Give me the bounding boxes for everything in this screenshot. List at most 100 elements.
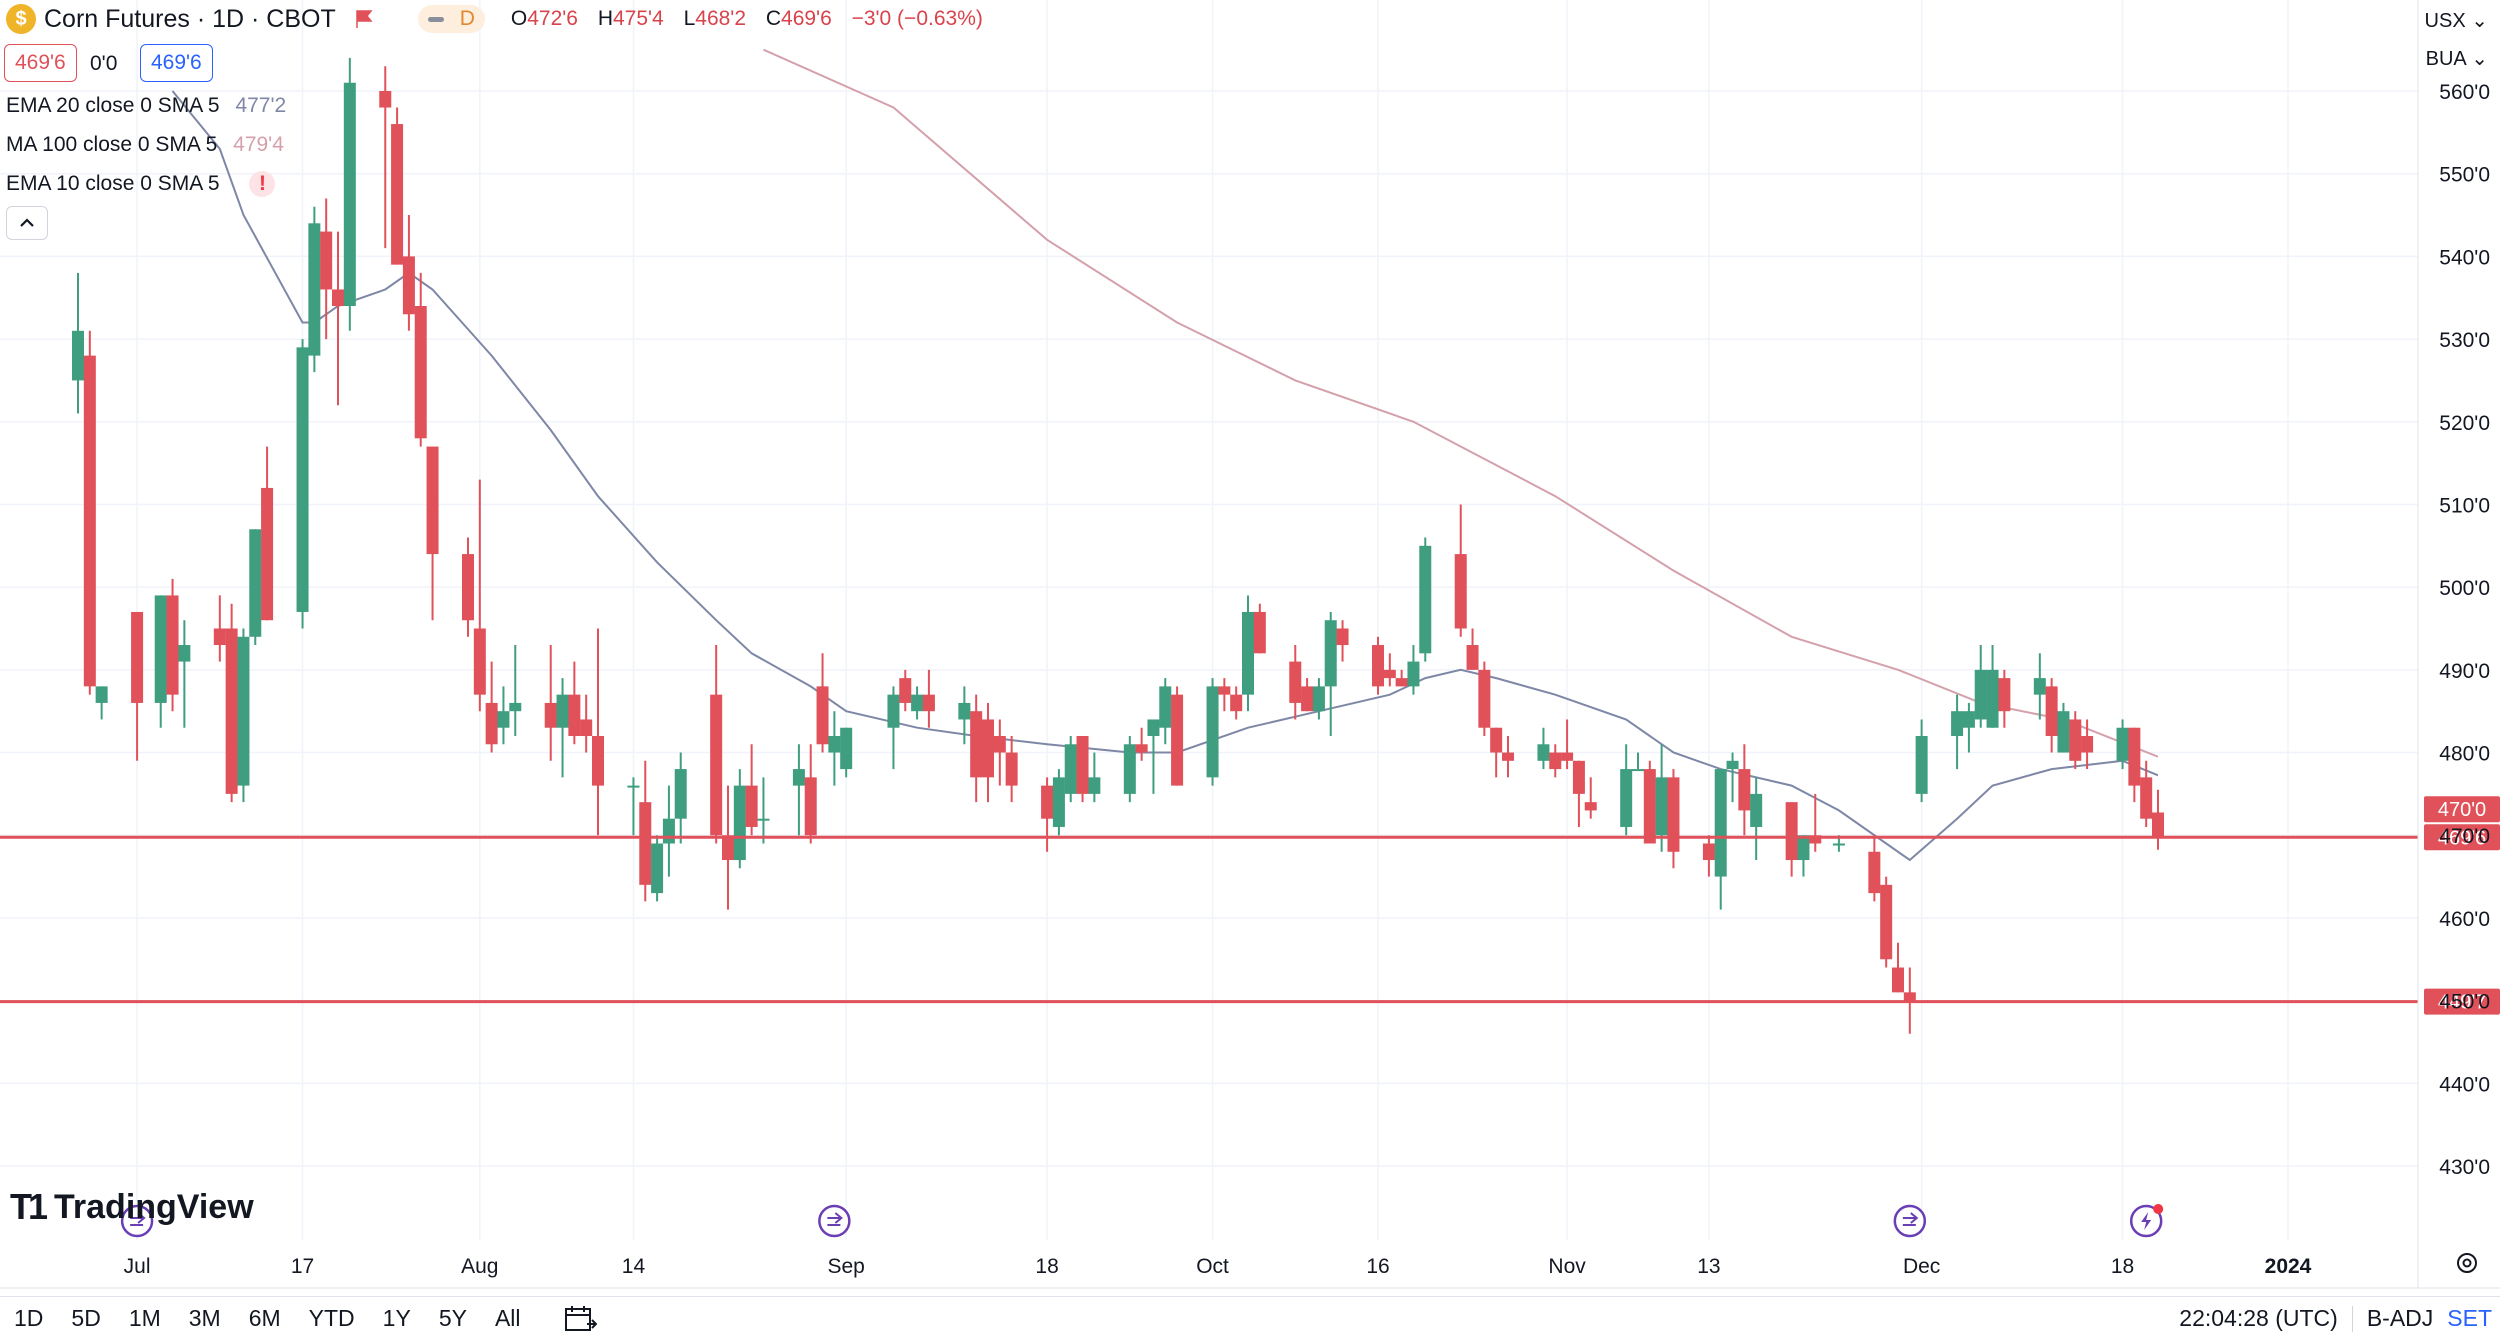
price-tick-label: 470'0	[2439, 825, 2490, 848]
calendar-goto-icon[interactable]	[563, 1304, 597, 1334]
spread-value: 0'0	[90, 52, 118, 75]
range-buttons: 1D 5D 1M 3M 6M YTD 1Y 5Y All	[0, 1305, 535, 1332]
candle-body	[1998, 678, 2011, 712]
tradingview-wordmark: TradingView	[54, 1187, 254, 1226]
price-label-box	[2424, 988, 2500, 1015]
adjustment-toggle[interactable]: B-ADJ	[2366, 1305, 2434, 1331]
open-label: O	[510, 7, 528, 30]
low-value: 468'2	[695, 7, 746, 30]
candle-body	[1490, 727, 1503, 753]
bottom-toolbar: 1D 5D 1M 3M 6M YTD 1Y 5Y All 22:04:28 (UTC) B-AD…	[0, 1296, 2500, 1340]
indicator-ema10[interactable]: EMA 10 close 0 SMA 5 !	[6, 171, 276, 197]
candle-body	[1502, 752, 1514, 761]
candle-body	[2045, 686, 2058, 736]
candle-body	[1064, 744, 1077, 794]
candle-body	[391, 124, 404, 265]
open-value: 472'6	[527, 7, 578, 30]
candle-body	[1383, 669, 1396, 679]
range-button-ytd[interactable]: YTD	[308, 1305, 355, 1331]
unit-label: BUA	[2425, 48, 2466, 70]
price-tick-label: 440'0	[2439, 1073, 2490, 1096]
candle-body	[1750, 793, 1763, 827]
candle-body	[1336, 628, 1349, 646]
corn-symbol-icon[interactable]: $	[6, 4, 36, 34]
close-value: 469'6	[781, 7, 832, 30]
candle-body	[1407, 661, 1420, 687]
unit-selector[interactable]: BUA ⌄	[2419, 44, 2494, 73]
candle-body	[1242, 611, 1254, 695]
candle-body	[1537, 744, 1550, 761]
candle-body	[1974, 669, 1987, 720]
time-axis[interactable]: Jul 17 Aug 14 Sep 18 Oct 16 Nov 13 Dec 18 2024	[0, 1255, 2500, 1289]
price-axis[interactable]: 430'0 440'0 450'0 460'0 470'0 480'0 490'0 500'0…	[2417, 0, 2490, 1288]
candle-body	[651, 843, 664, 894]
candle-body	[2128, 727, 2141, 786]
candle-body	[1289, 661, 1302, 703]
candle-body	[166, 595, 179, 695]
candle-body	[970, 711, 983, 778]
candle-body	[710, 694, 723, 836]
currency-selector[interactable]: USX ⌄	[2418, 6, 2494, 35]
candle-body	[1478, 669, 1491, 728]
flag-icon[interactable]	[354, 9, 374, 29]
candle-body	[1052, 777, 1065, 827]
arrow-event-glyph	[1902, 1212, 1919, 1226]
range-button-1d[interactable]: 1D	[14, 1305, 44, 1331]
clock-time[interactable]: 22:04:28 (UTC)	[2179, 1305, 2338, 1331]
time-tick-label: Sep	[827, 1255, 864, 1278]
warning-icon[interactable]: !	[249, 171, 276, 197]
indicator-ma100-label: MA 100 close 0 SMA 5	[6, 133, 218, 156]
candle-body	[402, 256, 415, 315]
range-button-3m[interactable]: 3M	[188, 1305, 221, 1331]
candle-body	[580, 719, 593, 736]
indicator-ma100-value: 479'4	[233, 133, 284, 156]
tradingview-mark-icon: T1	[10, 1186, 48, 1227]
gear-icon[interactable]	[2452, 1248, 2482, 1278]
range-button-1m[interactable]: 1M	[128, 1305, 161, 1331]
range-button-6m[interactable]: 6M	[248, 1305, 281, 1331]
interval-badge[interactable]: D	[417, 5, 485, 33]
range-button-all[interactable]: All	[494, 1305, 521, 1331]
candle-body	[1253, 611, 1266, 654]
sell-price-button[interactable]: 469'6	[4, 44, 77, 82]
candle-body	[1915, 736, 1928, 794]
candle-body	[1714, 769, 1727, 877]
candle-body	[1005, 752, 1018, 786]
candle-body	[1738, 769, 1751, 811]
candle-body	[1123, 744, 1136, 794]
ma100-line	[763, 48, 2159, 758]
range-button-1y[interactable]: 1Y	[382, 1305, 411, 1331]
event-markers[interactable]	[120, 1204, 2164, 1238]
time-tick-label: 2024	[2265, 1255, 2312, 1278]
buy-price-button[interactable]: 469'6	[140, 44, 213, 82]
time-tick-label: 17	[291, 1255, 314, 1278]
range-button-5d[interactable]: 5D	[71, 1305, 101, 1331]
indicator-ema20[interactable]: EMA 20 close 0 SMA 5 477'2	[6, 94, 286, 118]
candle-body	[178, 645, 191, 662]
candle-body	[2057, 711, 2070, 753]
candle-body	[828, 736, 841, 753]
candle-body	[308, 223, 321, 356]
symbol-title[interactable]: Corn Futures · 1D · CBOT	[44, 4, 336, 33]
collapse-legend-button[interactable]	[6, 206, 48, 240]
time-tick-label: Nov	[1548, 1255, 1586, 1278]
indicator-ema20-value: 477'2	[235, 94, 287, 117]
candle-body	[1868, 851, 1881, 894]
candle-body	[1561, 752, 1574, 761]
candle-body	[639, 802, 652, 885]
candle-body	[83, 355, 96, 687]
candle-body	[1312, 686, 1325, 712]
range-button-5y[interactable]: 5Y	[438, 1305, 467, 1331]
indicator-ma100[interactable]: MA 100 close 0 SMA 5 479'4	[6, 133, 284, 157]
candle-body	[95, 686, 108, 703]
price-tick-label: 460'0	[2439, 908, 2490, 931]
candle-body	[899, 678, 912, 703]
tradingview-logo[interactable]: T1 TradingView	[10, 1186, 254, 1228]
time-tick-label: 14	[622, 1255, 646, 1278]
price-tick-label: 540'0	[2439, 246, 2490, 269]
price-label-box	[2424, 824, 2500, 851]
session-toggle[interactable]: SET	[2447, 1305, 2492, 1331]
candle-body	[1785, 802, 1798, 861]
